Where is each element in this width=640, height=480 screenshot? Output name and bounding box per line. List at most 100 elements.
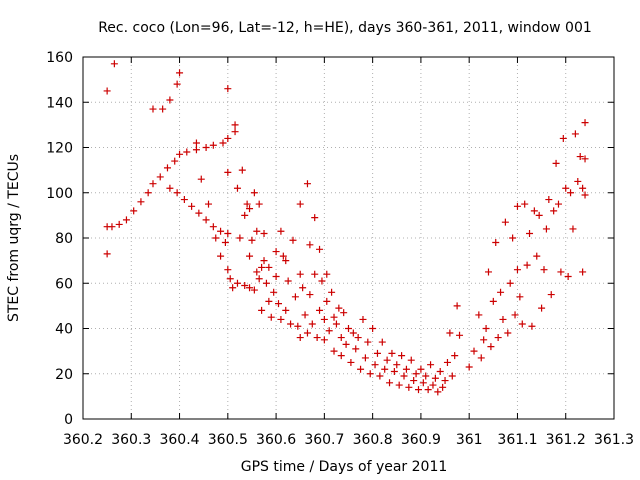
data-point [260, 229, 268, 237]
data-point [262, 279, 270, 287]
data-point [501, 218, 509, 226]
data-point [176, 69, 184, 77]
data-point [238, 166, 246, 174]
data-point [431, 374, 439, 382]
data-point [217, 252, 225, 260]
data-point [506, 279, 514, 287]
data-point [224, 168, 232, 176]
data-point [197, 175, 205, 183]
data-point [173, 189, 181, 197]
data-point [320, 336, 328, 344]
chart-title: Rec. coco (Lon=96, Lat=-12, h=HE), days … [98, 20, 592, 36]
data-point [376, 372, 384, 380]
x-tick-label: 361 [456, 432, 483, 448]
data-point [542, 225, 550, 233]
data-point [550, 207, 558, 215]
data-point [212, 234, 220, 242]
data-point [407, 356, 415, 364]
data-point [480, 336, 488, 344]
data-point [482, 325, 490, 332]
y-tick-labels: 0 20 40 60 80 100 120 140 160 [46, 50, 73, 428]
data-point [306, 291, 314, 299]
data-point [241, 282, 249, 290]
data-point [115, 220, 123, 228]
x-tick-label: 360.2 [63, 432, 103, 448]
data-point [581, 155, 589, 163]
data-point [308, 320, 316, 328]
data-point [359, 315, 367, 323]
data-point [110, 60, 118, 68]
data-point [439, 383, 447, 391]
data-point [176, 150, 184, 158]
data-point [337, 352, 345, 360]
data-point [574, 177, 582, 185]
data-point [393, 361, 401, 369]
data-point [364, 338, 372, 346]
data-point [195, 209, 203, 217]
data-point [144, 189, 152, 197]
data-point [504, 329, 512, 337]
data-point [248, 236, 256, 244]
x-tick-label: 361.2 [546, 432, 586, 448]
data-point [526, 229, 534, 237]
data-point [383, 356, 391, 364]
data-point [378, 338, 386, 346]
data-point [173, 80, 181, 88]
data-point [470, 347, 478, 355]
data-point [265, 263, 273, 271]
data-point [253, 227, 261, 235]
data-point [345, 325, 352, 332]
data-point [419, 379, 427, 387]
data-point [313, 334, 321, 342]
y-tick-label: 100 [46, 186, 73, 202]
plot-frame [82, 56, 615, 420]
data-point [429, 381, 437, 389]
data-point [296, 270, 304, 278]
x-axis-label: GPS time / Days of year 2011 [241, 459, 448, 475]
data-point [233, 184, 241, 192]
x-tick-labels: 360.2 360.3 360.4 360.5 360.6 360.7 360.8 360.9… [63, 432, 634, 448]
data-point [103, 250, 111, 258]
data-point [559, 134, 567, 142]
data-point [538, 304, 546, 312]
data-point [217, 227, 225, 235]
data-point [299, 284, 307, 292]
data-point [465, 363, 473, 371]
data-point [306, 241, 314, 249]
x-tick-label: 360.9 [401, 432, 441, 448]
data-point [477, 354, 485, 362]
data-point [180, 196, 188, 204]
data-point [226, 275, 234, 283]
data-point [494, 334, 502, 342]
data-point [369, 325, 377, 332]
data-point [224, 85, 232, 93]
data-point [414, 386, 422, 394]
data-point [246, 205, 254, 213]
data-point [209, 223, 217, 231]
y-tick-label: 60 [55, 276, 73, 292]
data-point [352, 345, 360, 353]
data-point [108, 223, 116, 231]
data-point [311, 214, 319, 222]
data-point [205, 200, 213, 208]
data-point [571, 130, 579, 138]
data-point [231, 128, 239, 136]
data-point [509, 234, 517, 242]
data-point [579, 184, 587, 192]
data-point [436, 367, 444, 375]
data-point [255, 200, 263, 208]
data-point [579, 268, 587, 276]
data-point [446, 329, 454, 337]
plot-border [82, 56, 615, 420]
data-point [103, 87, 111, 95]
data-point [434, 388, 442, 396]
data-point [149, 180, 157, 188]
data-point [400, 372, 408, 380]
data-point [209, 141, 217, 149]
data-point [250, 286, 258, 294]
data-point [335, 304, 343, 312]
data-point [330, 347, 338, 355]
data-point [253, 268, 261, 276]
data-point [451, 352, 459, 360]
